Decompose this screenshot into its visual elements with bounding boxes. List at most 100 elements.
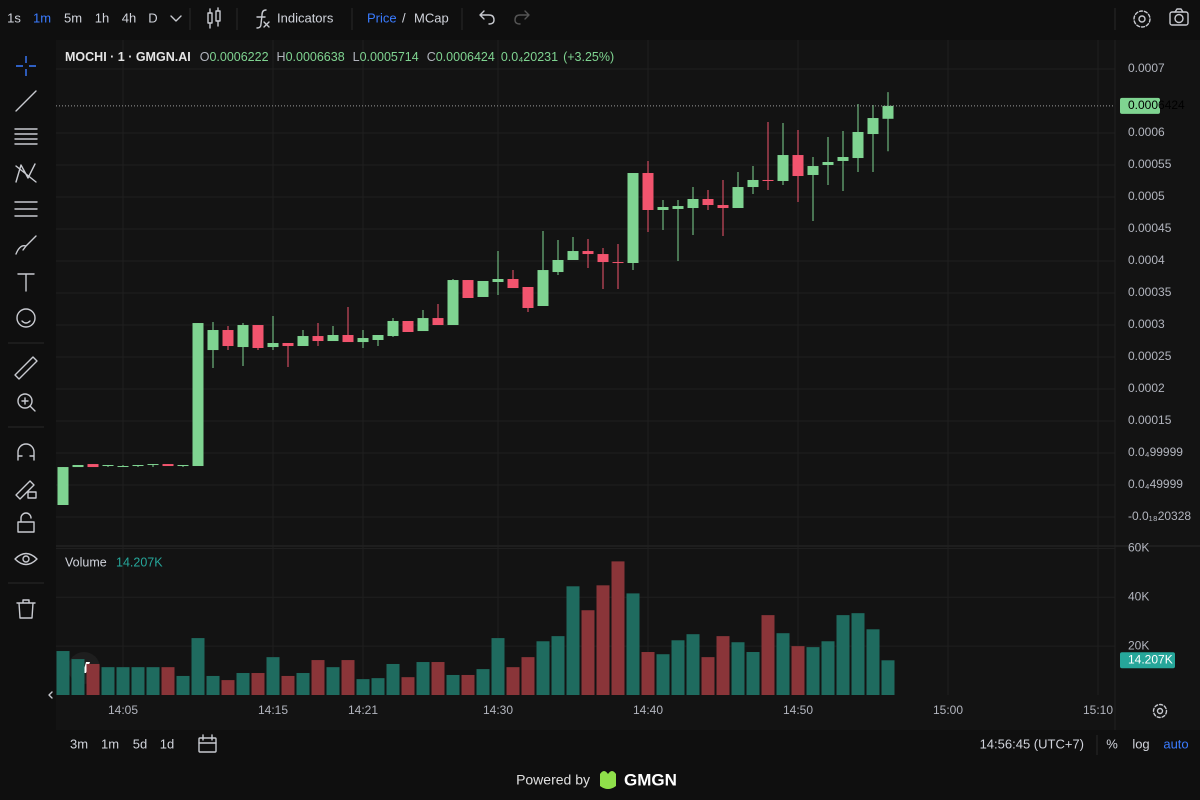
left-toolbar: [8, 56, 44, 619]
volume-bar: [326, 667, 340, 695]
volume-badge: [1120, 652, 1175, 669]
candle-body: [297, 336, 309, 347]
ruler-tool[interactable]: [14, 356, 38, 380]
candle-body: [342, 335, 354, 343]
candle-body: [552, 259, 564, 273]
scroll-left[interactable]: [48, 691, 53, 699]
volume-tick-label: 60K: [1128, 541, 1149, 555]
volume-bar: [806, 647, 820, 695]
interval-button[interactable]: 1m: [33, 10, 51, 25]
interval-button[interactable]: 5m: [64, 10, 82, 25]
legend-value: 0.0005714: [360, 50, 419, 64]
y-tick-label: 0.00035: [1128, 285, 1172, 299]
magnet-tool[interactable]: [17, 443, 35, 461]
lock-tool[interactable]: [17, 512, 35, 533]
price-legend: MOCHI · 1 · GMGN.AI O0.0006222 H0.0006638 L…: [65, 50, 614, 64]
interval-button[interactable]: 1s: [7, 10, 21, 25]
indicators-icon[interactable]: [256, 9, 270, 29]
volume-bar: [731, 642, 745, 695]
volume-bar: [506, 667, 520, 695]
settings-icon[interactable]: [1133, 10, 1151, 28]
candle-body: [177, 464, 189, 467]
x-tick-label: 14:50: [783, 703, 813, 717]
volume-bar: [686, 634, 700, 695]
last-price-badge: [1120, 97, 1160, 114]
volume-tick-label: 40K: [1128, 589, 1149, 603]
volume-bar: [341, 660, 355, 695]
brush-tool[interactable]: [15, 235, 37, 255]
toggle-separator: /: [402, 10, 406, 25]
auto-toggle[interactable]: auto: [1163, 736, 1188, 751]
volume-bar: [866, 629, 880, 695]
price-toggle[interactable]: Price: [367, 10, 397, 25]
range-button[interactable]: 1d: [160, 736, 174, 751]
candle-body: [252, 325, 264, 348]
delete-tool[interactable]: [16, 599, 36, 619]
pattern-tool[interactable]: [15, 163, 37, 183]
legend-key: C: [427, 50, 436, 64]
candle-body: [207, 330, 219, 351]
trendline-tool[interactable]: [15, 90, 37, 112]
lock-drawing-tool[interactable]: [15, 480, 37, 500]
fib-tool[interactable]: [14, 128, 38, 145]
y-tick-label: 0.0₄99999: [1128, 445, 1183, 459]
mcap-toggle[interactable]: MCap: [414, 10, 449, 25]
volume-bar: [746, 652, 760, 695]
candle-body: [492, 278, 504, 283]
volume-bar: [146, 667, 160, 695]
volume-legend-value: 14.207K: [116, 555, 163, 569]
y-tick-label: 0.0006: [1128, 125, 1165, 139]
range-button[interactable]: 3m: [70, 736, 88, 751]
volume-bar: [551, 636, 565, 695]
redo-icon[interactable]: [514, 10, 530, 25]
symbol: MOCHI · 1 · GMGN.AI: [65, 50, 191, 64]
emoji-tool[interactable]: [16, 308, 36, 328]
interval-dropdown[interactable]: [170, 15, 182, 22]
volume-bar: [176, 675, 190, 695]
interval-button[interactable]: D: [148, 10, 157, 25]
screenshot-icon[interactable]: [1169, 8, 1189, 26]
undo-icon[interactable]: [479, 10, 495, 25]
candle-body: [687, 198, 699, 209]
last-price-label: 0.0006424: [1128, 98, 1185, 112]
zoom-tool[interactable]: [17, 393, 36, 412]
volume-bar: [236, 673, 250, 695]
legend-value: 0.0006638: [286, 50, 345, 64]
percent-toggle[interactable]: %: [1106, 736, 1118, 751]
candle-body: [72, 464, 84, 468]
candle-body: [852, 131, 864, 159]
candle-body: [822, 161, 834, 166]
volume-bar: [776, 633, 790, 695]
y-tick-label: 0.00045: [1128, 221, 1172, 235]
volume-bar: [161, 667, 175, 695]
candle-type-icon[interactable]: [207, 7, 221, 29]
interval-button[interactable]: 1h: [95, 10, 109, 25]
candle-body: [777, 155, 789, 182]
y-tick-label: 0.00015: [1128, 413, 1172, 427]
candle-body: [117, 466, 129, 468]
legend-key: O: [200, 50, 210, 64]
candle-body: [432, 318, 444, 326]
prediction-tool[interactable]: [14, 201, 38, 217]
volume-bar: [821, 641, 835, 695]
candle-body: [402, 320, 414, 332]
volume-bar: [491, 638, 505, 695]
x-tick-label: 14:05: [108, 703, 138, 717]
text-tool[interactable]: [17, 273, 35, 292]
candle-body: [612, 262, 624, 264]
range-button[interactable]: 5d: [133, 736, 147, 751]
range-button[interactable]: 1m: [101, 736, 119, 751]
crosshair-tool[interactable]: [16, 56, 36, 76]
log-toggle[interactable]: log: [1132, 736, 1149, 751]
y-tick-label: 0.00055: [1128, 157, 1172, 171]
visibility-tool[interactable]: [14, 552, 38, 566]
candle-body: [387, 320, 399, 337]
legend-value: 0.0006222: [209, 50, 268, 64]
candle-body: [837, 157, 849, 161]
interval-button[interactable]: 4h: [122, 10, 136, 25]
candle-body: [882, 105, 894, 119]
date-range-icon[interactable]: [198, 734, 217, 753]
axis-settings-icon[interactable]: [1152, 703, 1168, 719]
indicators-button[interactable]: Indicators: [277, 10, 334, 25]
